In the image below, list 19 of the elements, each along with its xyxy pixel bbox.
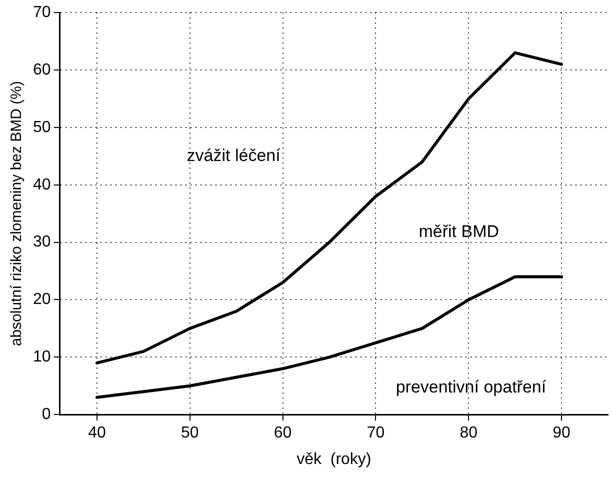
y-tick-label: 70 [33, 4, 51, 22]
x-tick-label: 50 [180, 424, 199, 442]
x-tick-label: 90 [552, 424, 571, 442]
x-tick-label: 60 [274, 424, 292, 442]
x-tick-label: 80 [460, 424, 478, 442]
y-tick-label: 30 [33, 234, 51, 251]
y-tick-label: 20 [33, 291, 51, 308]
y-tick-label: 60 [33, 61, 51, 78]
x-axis-title: věk (roky) [296, 450, 372, 468]
y-tick-label: 40 [33, 176, 51, 194]
annotation: preventivní opatření [396, 377, 546, 396]
y-tick-label: 50 [33, 118, 51, 136]
y-axis-title: absolutní riziko zlomeniny bez BMD (%) [8, 81, 26, 346]
annotation: měřit BMD [418, 222, 500, 242]
annotation: zvážit léčení [186, 146, 281, 165]
x-tick-label: 40 [88, 424, 106, 442]
y-tick-label: 0 [42, 406, 51, 424]
x-tick-label: 70 [366, 424, 385, 442]
y-tick-label: 10 [33, 348, 51, 366]
